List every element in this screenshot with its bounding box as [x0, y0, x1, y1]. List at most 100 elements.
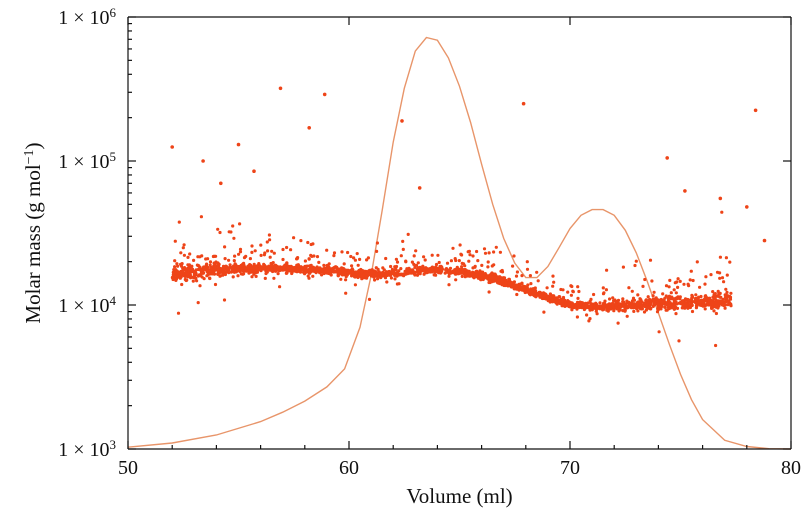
data-point	[252, 262, 256, 266]
data-point	[205, 274, 209, 278]
data-point	[352, 256, 356, 260]
data-point	[389, 264, 393, 269]
data-point	[355, 271, 359, 275]
data-point	[676, 285, 680, 289]
data-point	[625, 314, 629, 318]
data-point	[518, 285, 522, 289]
data-point	[244, 269, 249, 273]
data-point	[443, 271, 447, 275]
x-tick-label: 80	[781, 457, 801, 479]
data-point	[357, 269, 361, 273]
data-point	[323, 270, 327, 274]
data-point	[573, 302, 578, 307]
data-point	[232, 259, 236, 263]
data-point	[178, 275, 182, 280]
data-point	[720, 210, 724, 214]
data-point	[632, 298, 637, 302]
data-point	[367, 297, 372, 301]
data-point	[356, 263, 360, 267]
data-point	[561, 288, 565, 292]
data-point	[638, 306, 643, 311]
data-point	[669, 297, 673, 301]
data-point	[344, 291, 348, 295]
data-point	[599, 306, 603, 310]
x-tick-label: 50	[118, 457, 138, 479]
data-point	[488, 279, 492, 283]
data-point	[697, 300, 702, 304]
data-point	[184, 278, 188, 283]
data-point	[185, 272, 189, 276]
data-point	[186, 255, 190, 259]
data-point	[729, 291, 733, 295]
data-point	[643, 277, 647, 282]
data-point	[216, 261, 220, 265]
data-point	[292, 236, 296, 240]
data-point	[346, 250, 350, 255]
data-point	[376, 277, 380, 281]
data-point	[447, 268, 452, 273]
data-point	[478, 274, 482, 278]
data-point	[663, 305, 667, 309]
data-point	[317, 260, 321, 264]
data-point	[265, 240, 269, 244]
y-axis-title-sup: −1	[22, 149, 37, 164]
data-point	[216, 272, 220, 276]
data-point	[186, 275, 190, 279]
data-point	[221, 273, 225, 277]
data-point	[725, 273, 729, 277]
data-point	[212, 261, 216, 265]
data-point	[476, 259, 480, 263]
data-point	[196, 301, 200, 305]
data-point	[690, 309, 695, 314]
data-point	[728, 260, 732, 264]
data-point	[246, 264, 250, 269]
data-point	[405, 268, 410, 272]
data-point	[255, 268, 259, 272]
data-point	[273, 269, 278, 273]
data-point	[530, 290, 534, 294]
data-point	[643, 305, 648, 309]
data-point	[436, 253, 440, 257]
data-point	[491, 276, 495, 280]
data-point	[453, 257, 457, 261]
data-point	[181, 246, 185, 250]
data-point	[307, 257, 311, 261]
outlier-point	[417, 186, 422, 190]
data-point	[412, 254, 416, 258]
y-axis-title-main: Molar mass (g mol	[21, 164, 45, 323]
y-tick-label: 1 × 105	[58, 149, 116, 174]
data-point	[310, 268, 314, 272]
data-point	[379, 276, 383, 280]
data-point	[364, 275, 368, 280]
data-point	[315, 255, 320, 259]
data-point	[187, 263, 191, 267]
data-point	[370, 270, 374, 274]
data-point	[566, 299, 570, 303]
concentration-curve	[127, 36, 792, 450]
molar-mass-points-layer	[170, 86, 767, 348]
data-point	[337, 267, 341, 271]
data-point	[469, 271, 473, 275]
data-point	[696, 302, 700, 306]
data-point	[271, 261, 275, 265]
data-point	[712, 292, 717, 296]
data-point	[324, 267, 328, 271]
data-point	[720, 276, 725, 280]
data-point	[233, 262, 237, 266]
data-point	[278, 285, 282, 289]
data-point	[299, 239, 303, 243]
data-point	[195, 279, 199, 283]
data-point	[616, 321, 620, 325]
data-point	[546, 299, 550, 303]
data-point	[272, 276, 276, 280]
data-point	[267, 233, 271, 237]
data-point	[377, 272, 381, 276]
data-point	[447, 274, 451, 278]
data-point	[489, 272, 494, 276]
data-point	[558, 299, 562, 304]
data-point	[468, 253, 472, 257]
data-point	[358, 257, 362, 261]
y-axis-title: Molar mass (g mol−1)	[21, 142, 45, 323]
data-point	[482, 247, 487, 251]
data-point	[416, 261, 420, 265]
